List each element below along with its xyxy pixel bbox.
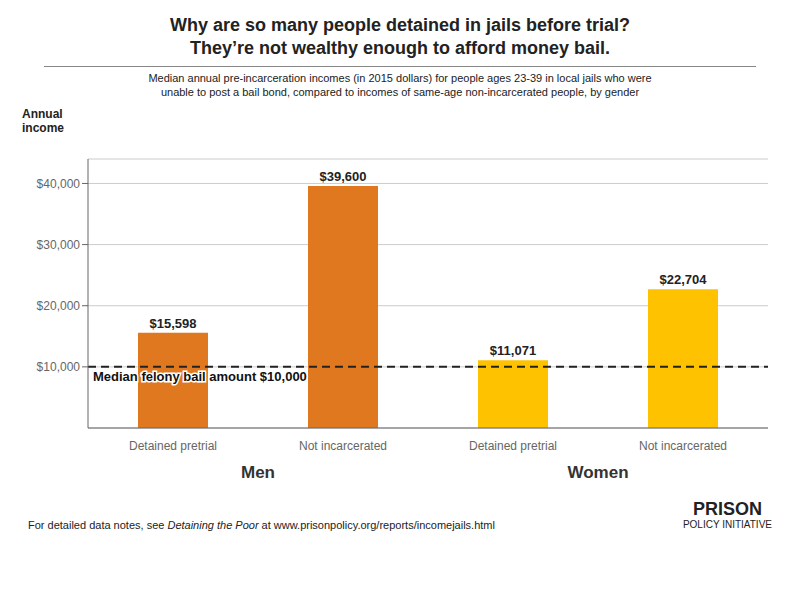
svg-text:$22,704: $22,704 <box>660 272 708 287</box>
svg-text:$11,071: $11,071 <box>490 343 536 358</box>
html-text:Median annual pre-incarceratio: Median annual pre-incarceration incomes … <box>148 72 652 98</box>
svg-text:$30,000: $30,000 <box>37 238 81 252</box>
html-text:Annual income: Annual income <box>22 107 64 135</box>
html-text:For detailed data notes, see D: For detailed data notes, see Detaining t… <box>28 519 495 531</box>
svg-text:$39,600: $39,600 <box>320 169 367 184</box>
html-text:PRISON: PRISON <box>692 499 762 519</box>
svg-text:Not incarcerated: Not incarcerated <box>299 439 387 453</box>
svg-text:Women: Women <box>567 463 628 482</box>
svg-text:Not incarcerated: Not incarcerated <box>639 439 727 453</box>
svg-text:$40,000: $40,000 <box>37 177 81 191</box>
html-text:POLICY INITIATIVE: POLICY INITIATIVE <box>682 519 772 530</box>
svg-text:$20,000: $20,000 <box>37 299 81 313</box>
svg-text:$10,000: $10,000 <box>37 360 81 374</box>
html-text:They’re not wealthy enough to: They’re not wealthy enough to afford mon… <box>190 38 610 58</box>
html-text:Why are so many people detaine: Why are so many people detained in jails… <box>169 15 631 35</box>
svg-text:$15,598: $15,598 <box>150 316 197 331</box>
svg-text:Detained pretrial: Detained pretrial <box>469 439 557 453</box>
svg-text:Detained pretrial: Detained pretrial <box>129 439 217 453</box>
svg-text:Men: Men <box>241 463 275 482</box>
svg-text:Median felony bail amount $10,: Median felony bail amount $10,000 <box>93 369 307 384</box>
